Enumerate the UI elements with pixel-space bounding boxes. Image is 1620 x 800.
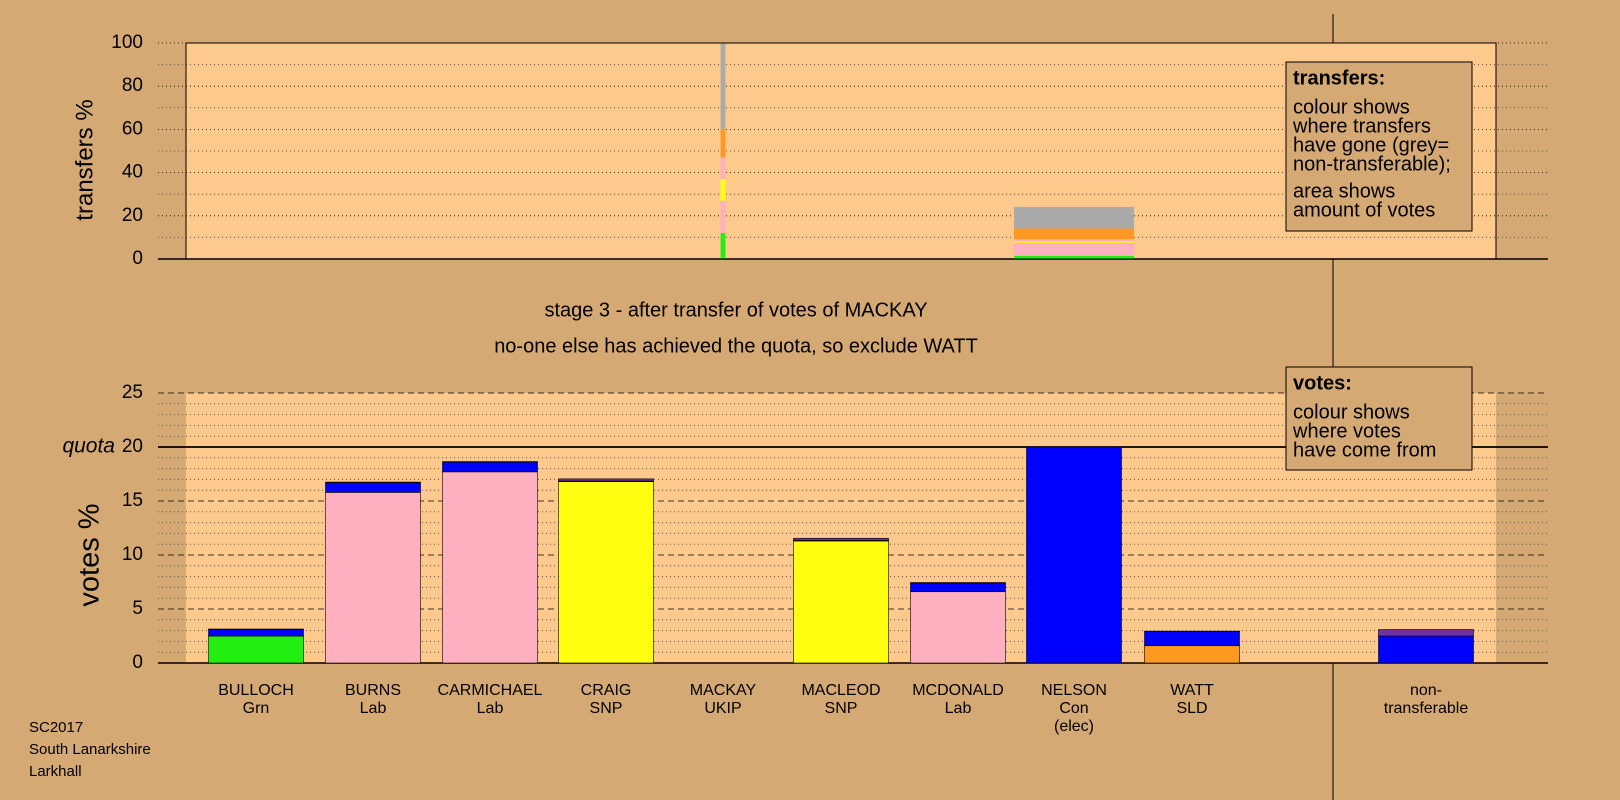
plot-area: [185, 42, 1497, 260]
bar-segment: [720, 179, 726, 190]
chart-title: stage 3 - after transfer of votes of MAC…: [544, 299, 927, 321]
bar-segment: [1014, 255, 1134, 259]
bar-segment: [720, 157, 726, 180]
plot-frame: [185, 42, 1497, 260]
y-tick-label: 0: [132, 248, 143, 269]
x-tick-label: MACLEOD SNP: [801, 682, 880, 717]
y-tick-label: 15: [122, 490, 143, 511]
y-axis-label: votes %: [74, 503, 106, 606]
legend-text: colour shows: [1293, 401, 1410, 423]
bar-segment: [1378, 635, 1474, 664]
y-tick-label: 5: [132, 598, 143, 619]
y-tick-label: 20: [122, 436, 143, 457]
bar-segment: [1014, 242, 1134, 250]
bar-segment: [442, 471, 538, 664]
x-tick-label: WATT SLD: [1170, 682, 1214, 717]
y-tick-label: 25: [122, 382, 143, 403]
bar-segment: [1014, 239, 1134, 242]
bar-segment: [1014, 242, 1134, 243]
x-tick-label: BURNS Lab: [345, 682, 401, 717]
bar-segment: [720, 233, 726, 259]
bar-segment: [793, 537, 889, 541]
bar-segment: [720, 217, 726, 234]
y-tick-label: 0: [132, 652, 143, 673]
legend-box: [1285, 61, 1473, 232]
bar-segment: [442, 461, 538, 473]
legend-text: have gone (grey=: [1293, 134, 1449, 156]
bar-segment: [720, 189, 726, 201]
legend-text: where votes: [1292, 420, 1401, 442]
bar-segment: [910, 582, 1006, 584]
bar-segment: [910, 591, 1006, 664]
bar-segment: [1014, 249, 1134, 256]
bar-segment: [1144, 631, 1240, 647]
bar-segment: [325, 482, 421, 493]
bar-segment: [325, 492, 421, 664]
y-tick-label: 40: [122, 162, 143, 183]
bar-segment: [558, 478, 654, 482]
y-tick-label: 10: [122, 544, 143, 565]
y-tick-label: 20: [122, 205, 143, 226]
bar-segment: [208, 635, 304, 664]
bar-segment: [325, 481, 421, 483]
bar-segment: [208, 629, 304, 637]
bar-segment: [558, 481, 654, 664]
bar-segment: [720, 200, 726, 218]
y-tick-label: 80: [122, 75, 143, 96]
footer-text: SC2017: [29, 719, 83, 736]
bar-segment: [1014, 228, 1134, 240]
footer-text: South Lanarkshire: [29, 741, 151, 758]
bar-segment: [442, 461, 538, 463]
bar-segment: [720, 43, 726, 130]
footer-text: Larkhall: [29, 763, 82, 780]
bar-segment: [1014, 241, 1134, 243]
legend-text: have come from: [1293, 439, 1436, 461]
legend-title: votes:: [1293, 372, 1352, 394]
bar-segment: [1144, 630, 1240, 632]
legend-text: colour shows: [1293, 96, 1410, 118]
x-tick-label: CRAIG SNP: [581, 682, 632, 717]
x-tick-label: non-transferable: [1384, 682, 1469, 717]
x-tick-label: MCDONALD Lab: [912, 682, 1004, 717]
x-tick-label: CARMICHAEL Lab: [438, 682, 543, 717]
legend-text: where transfers: [1292, 115, 1431, 137]
bar-segment: [208, 628, 304, 630]
legend-title: transfers:: [1293, 67, 1385, 89]
bar-segment: [1014, 206, 1134, 229]
x-tick-label: NELSON Con (elec): [1041, 682, 1107, 735]
bar-segment: [1378, 629, 1474, 637]
bar-segment: [910, 582, 1006, 593]
x-tick-label: MACKAY UKIP: [690, 682, 757, 717]
legend-text: amount of votes: [1293, 199, 1435, 221]
legend-box: [1285, 366, 1473, 471]
chart-subtitle: no-one else has achieved the quota, so e…: [494, 335, 978, 357]
y-axis-label: transfers %: [71, 99, 98, 220]
bar-segment: [720, 129, 726, 158]
legend-text: non-transferable);: [1293, 153, 1451, 175]
quota-label: quota: [62, 435, 115, 458]
bar-segment: [1026, 446, 1122, 664]
bar-segment: [1144, 645, 1240, 664]
legend-text: area shows: [1293, 180, 1395, 202]
y-tick-label: 60: [122, 118, 143, 139]
x-tick-label: BULLOCH Grn: [218, 682, 294, 717]
bar-segment: [793, 540, 889, 664]
y-tick-label: 100: [111, 32, 143, 53]
